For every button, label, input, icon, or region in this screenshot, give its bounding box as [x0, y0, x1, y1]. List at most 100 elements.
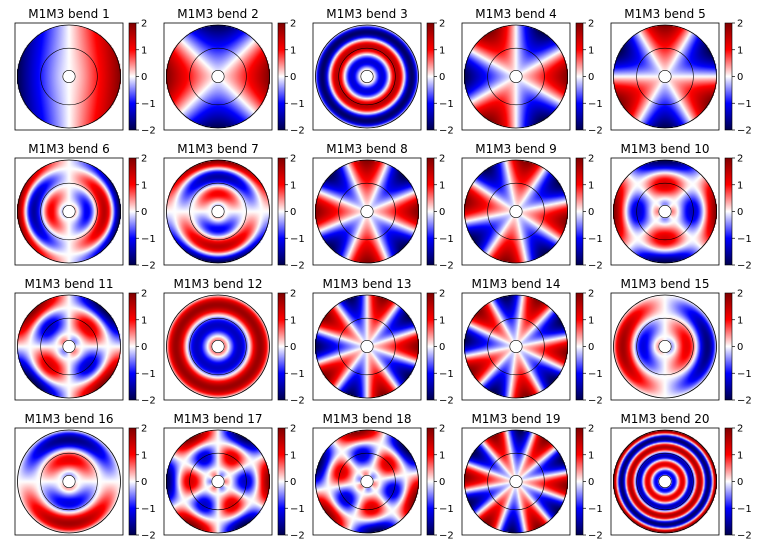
- colorbar-tick-label: 2: [737, 424, 743, 435]
- colorbar-gradient: [724, 427, 733, 536]
- colorbar: 2 1 0 −1 −2: [426, 19, 454, 137]
- colorbar: 2 1 0 −1 −2: [575, 424, 603, 542]
- colorbar: 2 1 0 −1 −2: [575, 154, 603, 272]
- colorbar: 2 1 0 −1 −2: [724, 19, 752, 137]
- outer-edge-circle: [464, 159, 568, 264]
- outer-edge-circle: [613, 24, 717, 129]
- center-hole-circle: [211, 475, 225, 488]
- colorbar-tick-label: −1: [141, 504, 156, 515]
- panel-10: M1M3 bend 10 2 1 0 −1 −2: [610, 142, 752, 272]
- colorbar-tick-label: −1: [141, 369, 156, 380]
- colorbar-tick-label: 2: [141, 19, 147, 30]
- colorbar-tick-label: 1: [737, 450, 743, 461]
- colorbar-tick-label: −2: [737, 396, 752, 407]
- center-hole-circle: [360, 70, 374, 83]
- panel-17: M1M3 bend 17 2 1 0 −1 −2: [163, 412, 305, 542]
- outer-edge-circle: [613, 429, 717, 534]
- m3-boundary-circle: [636, 182, 694, 241]
- colorbar-tick-label: −1: [290, 369, 305, 380]
- center-hole-circle: [211, 70, 225, 83]
- colorbar-tick-label: 2: [588, 289, 594, 300]
- colorbar-tick-label: 2: [737, 154, 743, 165]
- colorbar-gradient: [128, 157, 137, 266]
- colorbar-gradient: [128, 427, 137, 536]
- colorbar-tick-label: 2: [588, 19, 594, 30]
- panel-title: M1M3 bend 17: [173, 412, 262, 426]
- colorbar-tick-label: 1: [439, 315, 445, 326]
- colorbar: 2 1 0 −1 −2: [128, 289, 156, 407]
- center-hole-circle: [360, 340, 374, 353]
- outer-edge-circle: [17, 24, 121, 129]
- colorbar-tick-label: −2: [439, 531, 454, 542]
- colorbar-tick-label: 1: [588, 45, 594, 56]
- panel-title: M1M3 bend 2: [177, 7, 258, 21]
- colorbar-gradient: [277, 22, 286, 131]
- colorbar: 2 1 0 −1 −2: [128, 424, 156, 542]
- colorbar-tick-label: −2: [290, 126, 305, 137]
- center-hole-circle: [658, 475, 672, 488]
- outer-edge-circle: [17, 159, 121, 264]
- colorbar-tick-label: −1: [737, 504, 752, 515]
- colorbar-gradient: [575, 157, 584, 266]
- colorbar-tick-label: 1: [439, 180, 445, 191]
- colorbar-tick-label: 0: [439, 342, 445, 353]
- colorbar-tick-label: −2: [737, 261, 752, 272]
- colorbar-tick-label: 2: [290, 289, 296, 300]
- colorbar-tick-label: 2: [439, 19, 445, 30]
- colorbar-tick-label: 1: [141, 180, 147, 191]
- colorbar-tick-label: −1: [439, 234, 454, 245]
- colorbar-tick-label: −1: [290, 234, 305, 245]
- colorbar-gradient: [128, 22, 137, 131]
- colorbar-tick-label: 2: [290, 19, 296, 30]
- outer-edge-circle: [17, 429, 121, 534]
- colorbar-gradient: [724, 292, 733, 401]
- panel-title: M1M3 bend 15: [620, 277, 709, 291]
- center-hole-circle: [62, 475, 76, 488]
- outer-edge-circle: [315, 159, 419, 264]
- outer-edge-circle: [464, 294, 568, 399]
- colorbar-tick-label: 2: [141, 424, 147, 435]
- colorbar-tick-label: 2: [737, 19, 743, 30]
- colorbar-gradient: [575, 22, 584, 131]
- m3-boundary-circle: [636, 47, 694, 106]
- colorbar-gradient: [277, 292, 286, 401]
- outer-edge-circle: [166, 294, 270, 399]
- panel-title: M1M3 bend 12: [173, 277, 262, 291]
- colorbar-tick-label: −1: [588, 369, 603, 380]
- colorbar-tick-label: −1: [737, 99, 752, 110]
- panel-1: M1M3 bend 1 2 1 0 −1 −2: [14, 7, 156, 137]
- colorbar-tick-label: 2: [141, 154, 147, 165]
- panel-title: M1M3 bend 4: [475, 7, 556, 21]
- colorbar-tick-label: −2: [588, 261, 603, 272]
- colorbar-gradient: [277, 427, 286, 536]
- colorbar-gradient: [426, 427, 435, 536]
- colorbar-gradient: [426, 292, 435, 401]
- center-hole-circle: [658, 205, 672, 218]
- colorbar-gradient: [277, 157, 286, 266]
- panel-8: M1M3 bend 8 2 1 0 −1 −2: [312, 142, 454, 272]
- colorbar-tick-label: 1: [141, 450, 147, 461]
- colorbar-tick-label: −2: [439, 396, 454, 407]
- m3-boundary-circle: [40, 47, 98, 106]
- colorbar-tick-label: −2: [290, 261, 305, 272]
- m3-boundary-circle: [636, 452, 694, 511]
- colorbar-tick-label: 2: [290, 154, 296, 165]
- colorbar: 2 1 0 −1 −2: [426, 289, 454, 407]
- colorbar-tick-label: 0: [439, 207, 445, 218]
- panel-11: M1M3 bend 11 2 1 0 −1 −2: [14, 277, 156, 407]
- m3-boundary-circle: [487, 47, 545, 106]
- colorbar: 2 1 0 −1 −2: [575, 289, 603, 407]
- panel-title: M1M3 bend 8: [326, 142, 407, 156]
- colorbar-tick-label: −2: [290, 531, 305, 542]
- outer-edge-circle: [464, 24, 568, 129]
- colorbar-tick-label: 0: [141, 207, 147, 218]
- panel-2: M1M3 bend 2 2 1 0 −1 −2: [163, 7, 305, 137]
- panel-7: M1M3 bend 7 2 1 0 −1 −2: [163, 142, 305, 272]
- panel-6: M1M3 bend 6 2 1 0 −1 −2: [14, 142, 156, 272]
- center-hole-circle: [62, 340, 76, 353]
- center-hole-circle: [360, 205, 374, 218]
- colorbar-tick-label: −1: [737, 369, 752, 380]
- colorbar-tick-label: −1: [439, 504, 454, 515]
